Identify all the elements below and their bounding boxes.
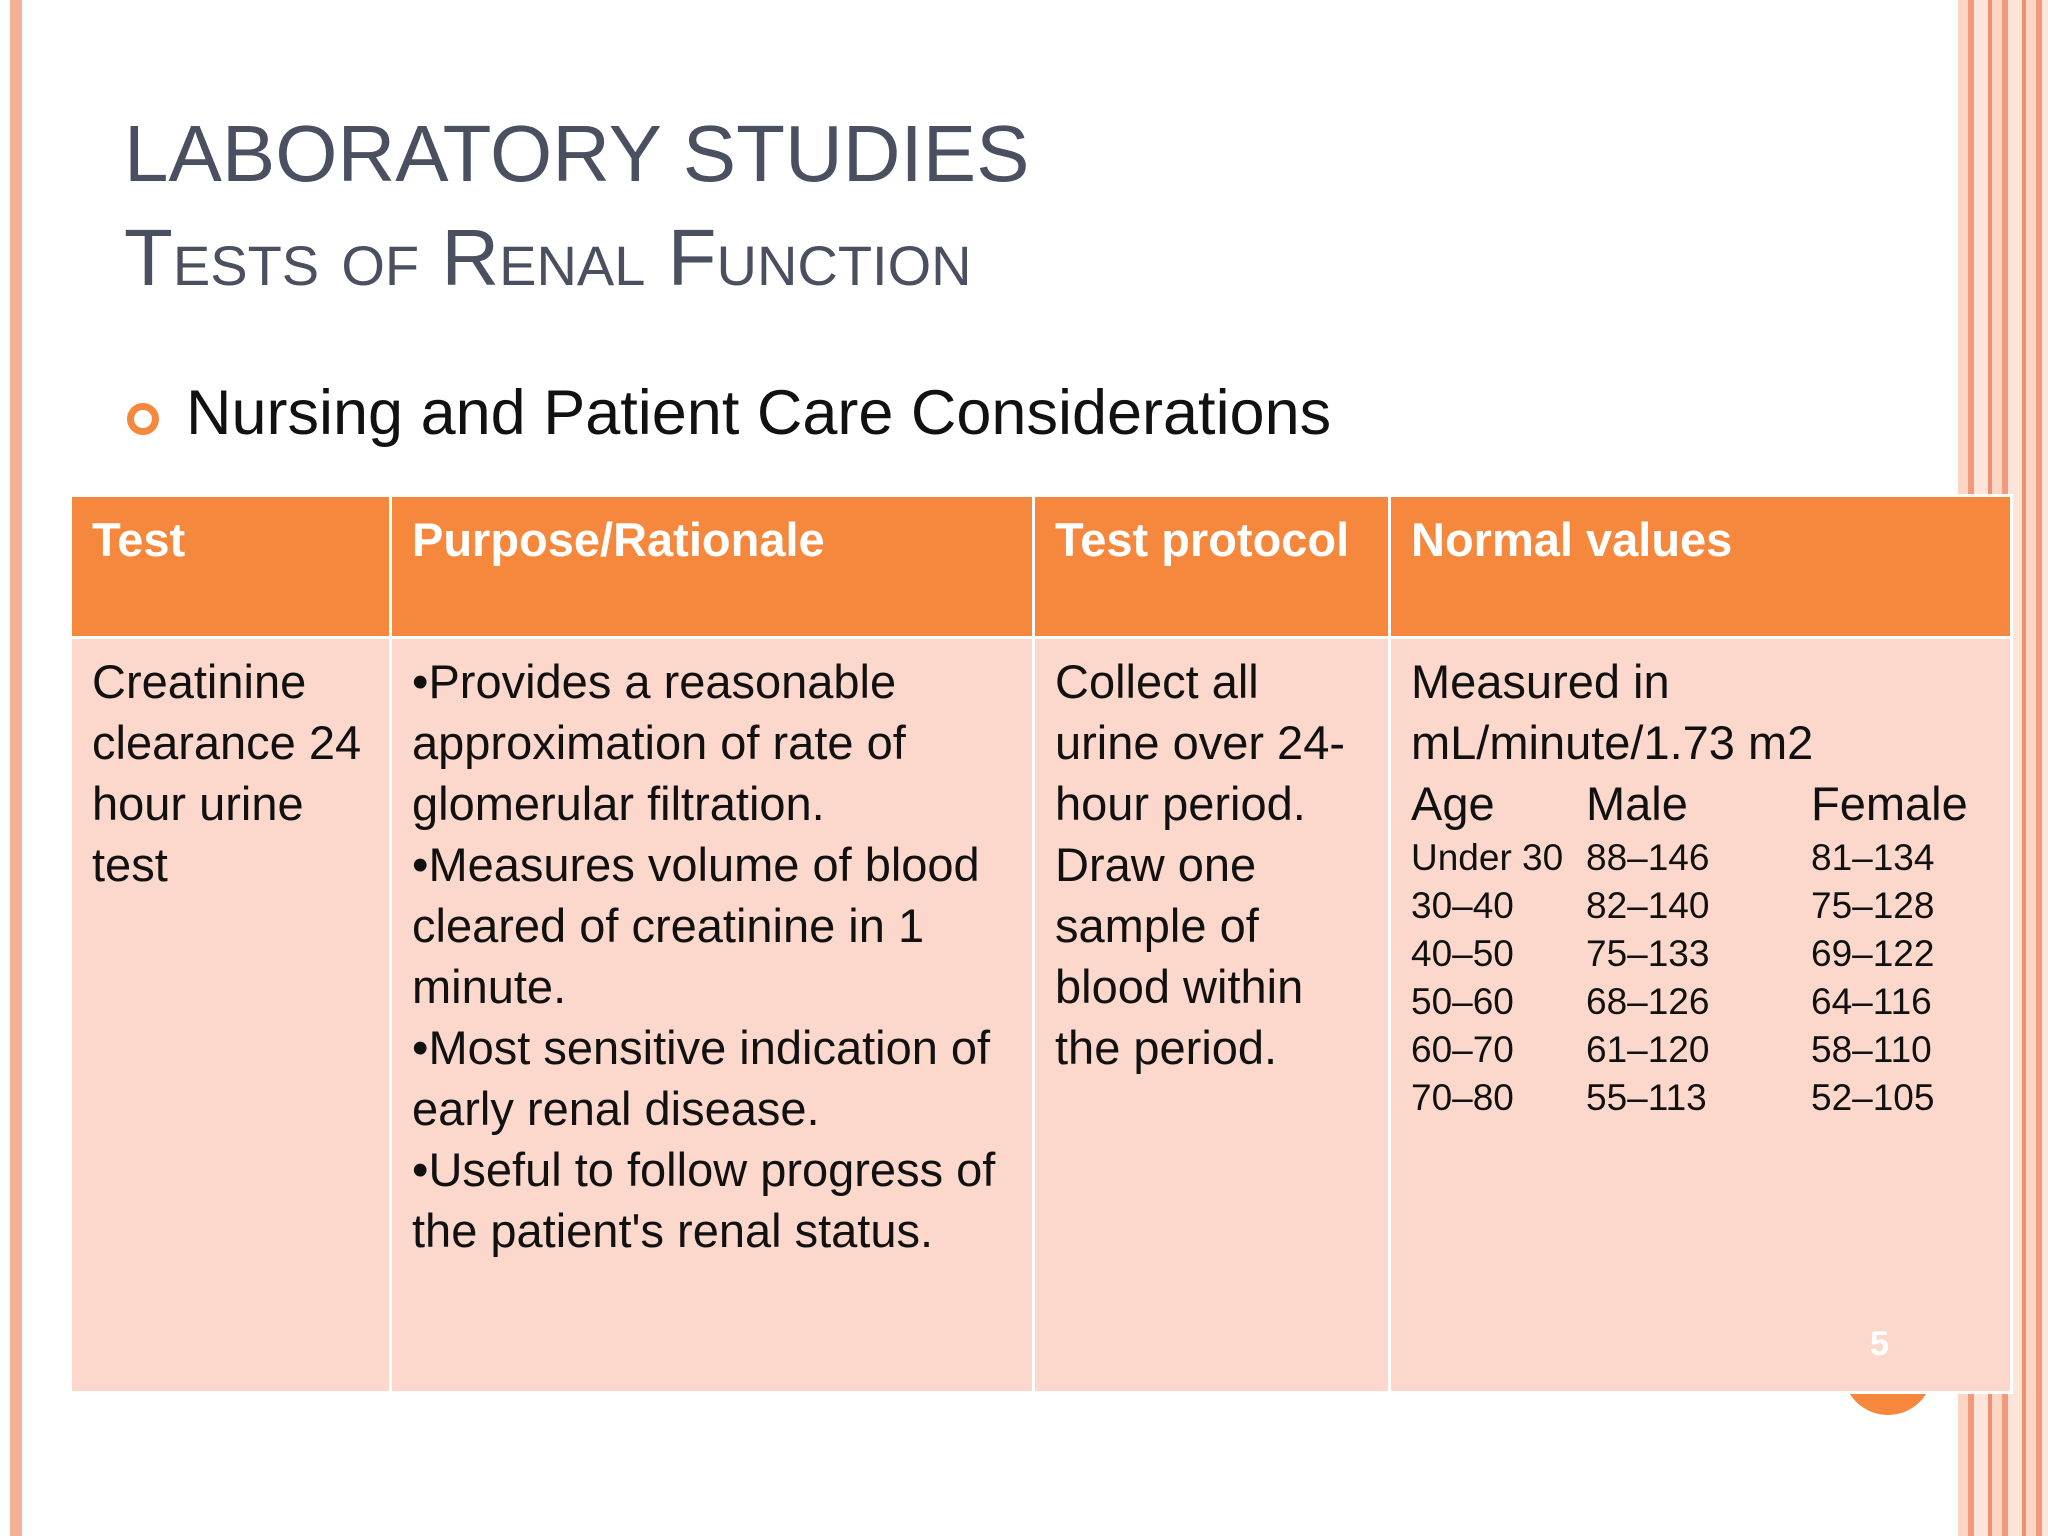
values-cell: Under 30 <box>1411 837 1564 878</box>
values-header: Age <box>1411 777 1495 830</box>
header-cell: Normal values <box>1388 494 2013 639</box>
cell: •Provides a reasonable approximation of … <box>389 636 1035 1394</box>
values-table: Age Male Female Under 30 88–146 81–134 30–40 82… <box>1411 773 1990 1122</box>
header-cell: Purpose/Rationale <box>389 494 1035 639</box>
purpose-item: •Measures volume of blood cleared of cre… <box>412 838 980 1013</box>
intro: Measured in mL/minute/1.73 m2 <box>1411 655 1814 769</box>
title: LABORATORY STUDIES <box>124 109 1030 198</box>
values-cell: 82–140 <box>1586 885 1710 926</box>
values-cell: 30–40 <box>1411 885 1514 926</box>
cell: Creatinine clearance 24 hour urine test <box>69 636 392 1394</box>
values-cell: 58–110 <box>1811 1029 1932 1070</box>
values-cell: 75–128 <box>1811 885 1935 926</box>
cell: Collect all urine over 24-hour period. D… <box>1032 636 1391 1394</box>
page-number: 5 <box>1870 1325 1889 1363</box>
values-cell: 50–60 <box>1411 981 1514 1022</box>
values-cell: 61–120 <box>1586 1029 1710 1070</box>
purpose-item: •Most sensitive indication of early rena… <box>412 1021 991 1135</box>
values-cell: 88–146 <box>1586 837 1710 878</box>
values-cell: 75–133 <box>1586 933 1710 974</box>
bullet-icon <box>127 403 159 435</box>
values-cell: 60–70 <box>1411 1029 1514 1070</box>
values-cell: 55–113 <box>1586 1077 1707 1118</box>
header-cell: Test protocol <box>1032 494 1391 639</box>
decor-stripe <box>10 0 22 1536</box>
values-header: Female <box>1811 777 1968 830</box>
values-cell: 40–50 <box>1411 933 1514 974</box>
test-name: Creatinine clearance 24 hour urine test <box>92 655 362 891</box>
values-cell: 52–105 <box>1811 1077 1935 1118</box>
row: Creatinine clearance 24 hour urine test … <box>69 636 2013 1394</box>
header-cell: Test <box>69 494 392 639</box>
header-row: Test Purpose/Rationale Test protocol Nor… <box>69 494 2013 639</box>
values-cell: 64–116 <box>1811 981 1932 1022</box>
subtitle: Tests of Renal Function <box>124 213 972 302</box>
values-header: Male <box>1586 777 1688 830</box>
protocol: Collect all urine over 24-hour period. D… <box>1055 655 1345 1074</box>
purpose-item: •Provides a reasonable approximation of … <box>412 655 906 830</box>
cell: Measured in mL/minute/1.73 m2 Age Male Fema… <box>1388 636 2013 1394</box>
values-cell: 69–122 <box>1811 933 1935 974</box>
values-cell: 70–80 <box>1411 1077 1514 1118</box>
values-cell: 68–126 <box>1586 981 1710 1022</box>
table: Test Purpose/Rationale Test protocol Nor… <box>69 494 2013 1394</box>
values-cell: 81–134 <box>1811 837 1935 878</box>
bullet-text: Nursing and Patient Care Considerations <box>186 378 1332 448</box>
purpose-item: •Useful to follow progress of the patien… <box>412 1143 996 1257</box>
